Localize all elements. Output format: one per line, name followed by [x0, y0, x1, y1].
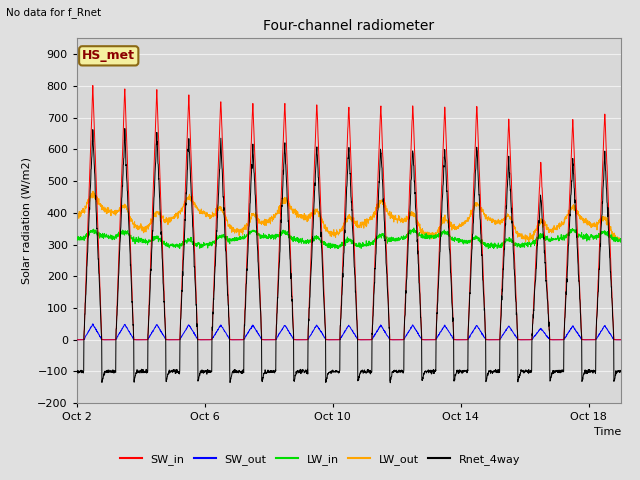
Y-axis label: Solar radiation (W/m2): Solar radiation (W/m2) — [22, 157, 32, 284]
Text: Time: Time — [593, 427, 621, 437]
Title: Four-channel radiometer: Four-channel radiometer — [263, 19, 435, 33]
Text: HS_met: HS_met — [82, 49, 135, 62]
Legend: SW_in, SW_out, LW_in, LW_out, Rnet_4way: SW_in, SW_out, LW_in, LW_out, Rnet_4way — [115, 450, 525, 469]
Text: No data for f_Rnet: No data for f_Rnet — [6, 7, 102, 18]
